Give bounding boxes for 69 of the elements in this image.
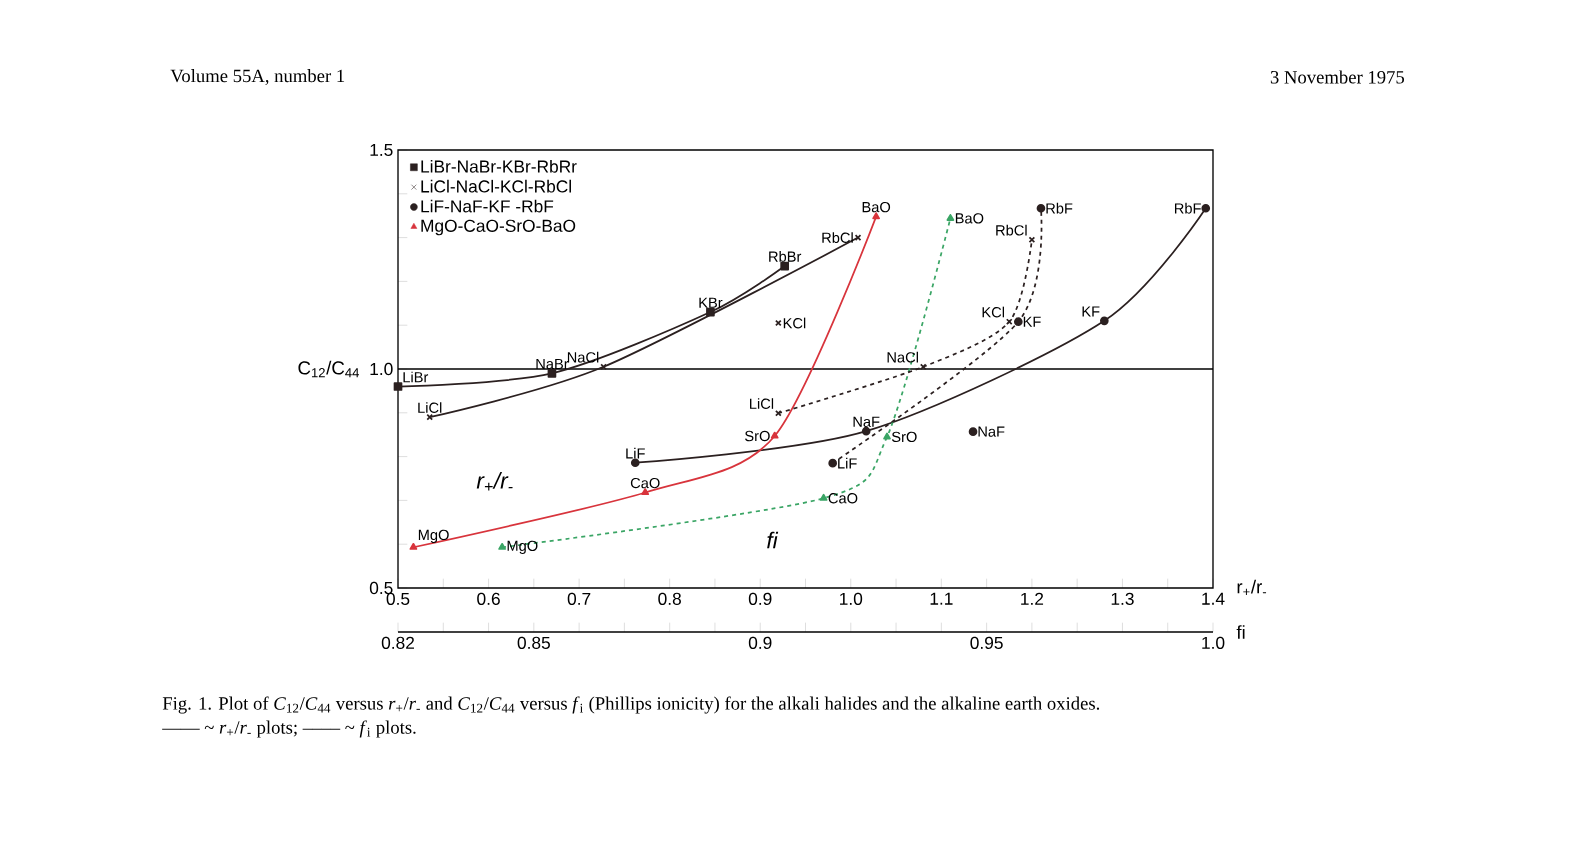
point	[630, 458, 640, 468]
x-tick-label: 0.9	[748, 592, 772, 605]
x-tick-label: 0.6	[477, 592, 500, 605]
data-label: LiCl	[750, 398, 774, 409]
y-tick-label: 0.5	[369, 581, 393, 595]
x-tick-label: 1.0	[840, 592, 863, 605]
data-label: SrO	[891, 431, 917, 443]
point	[547, 369, 557, 378]
x2-axis-title: fi	[1236, 625, 1245, 639]
point	[706, 307, 715, 317]
y-tick-label: 1.5	[370, 143, 393, 157]
x-tick-label: 1.3	[1111, 592, 1134, 605]
data-label: RbCl	[822, 232, 853, 243]
data-label: MgO	[507, 540, 538, 554]
point	[1201, 203, 1211, 213]
data-label: CaO	[828, 493, 858, 504]
x2-tick-label: 0.9	[748, 636, 772, 649]
annotation: r$_{+}$/r$_{-}$	[476, 472, 513, 491]
data-label: BaO	[862, 201, 891, 213]
data-label: KF	[1082, 306, 1100, 317]
point	[770, 431, 779, 439]
point	[1100, 316, 1109, 326]
text: Fig. 1. Plot of C$_{12}$/C$_{44}$ versus r$_{+}$/r$_{-}$ and C$_{12}$/C$_{44}$ versus f$_{i}$ (Phillips ionicity) for the alkali halides and the alkaline earth oxides.	[162, 696, 1100, 714]
data-label: KCl	[783, 317, 806, 329]
data-label: LiBr	[403, 371, 429, 383]
text: —— ~ r$_{+}$/r$_{-}$ plots; –––– ~ f$_{i}$ plots.	[162, 720, 416, 738]
data-label: NaBr	[536, 358, 569, 370]
x2-tick-label: 1.0	[1202, 636, 1225, 649]
point	[409, 542, 418, 550]
x-tick-label: 0.5	[386, 592, 410, 605]
x-tick-label: 1.2	[1021, 592, 1044, 605]
data-label: LiF	[626, 447, 645, 459]
data-label: KF	[1023, 316, 1041, 327]
y-tick-label: 1.0	[370, 362, 393, 376]
legend-label: LiBr-NaBr-KBr-RbRr	[421, 159, 577, 173]
data-label: NaCl	[567, 351, 599, 363]
data-label: SrO	[745, 430, 770, 442]
point	[780, 261, 790, 271]
data-label: LiCl	[418, 402, 442, 413]
data-label: LiF	[838, 457, 857, 469]
x-axis-title: r$_{+}$/r$_{-}$	[1237, 579, 1267, 596]
data-label: RbF	[1046, 202, 1073, 214]
data-label: KBr	[699, 297, 723, 308]
point	[861, 426, 871, 436]
x-tick-label: 1.1	[930, 592, 953, 605]
data-label: RbF	[1174, 202, 1201, 214]
x-tick-label: 0.7	[567, 592, 591, 605]
y-axis-title: C$_{12}$/C$_{44}$	[298, 360, 359, 378]
legend-label: MgO-CaO-SrO-BaO	[421, 219, 576, 236]
data-label: BaO	[955, 213, 984, 224]
x2-tick-label: 0.95	[970, 636, 1003, 649]
annotation: fi	[767, 531, 779, 549]
x-tick-label: 1.4	[1202, 592, 1225, 605]
data-label: RbBr	[769, 251, 802, 262]
point	[393, 382, 403, 391]
data-label: NaF	[853, 416, 880, 427]
legend-label: LiF-NaF-KF -RbF	[421, 199, 554, 213]
legend-label: LiCl-NaCl-KCl-RbCl	[421, 179, 571, 193]
x-tick-label: 0.8	[658, 592, 681, 605]
data-label: RbCl	[996, 224, 1027, 236]
x2-tick-label: 0.85	[517, 636, 550, 649]
data-label: CaO	[630, 477, 660, 489]
data-label: NaCl	[887, 351, 918, 363]
data-label: NaF	[978, 426, 1005, 437]
text: 3 November 1975	[1270, 70, 1405, 84]
data-label: MgO	[418, 529, 449, 543]
data-label: KCl	[982, 306, 1005, 318]
text: Volume 55A, number 1	[170, 69, 345, 85]
x2-tick-label: 0.82	[381, 636, 414, 649]
